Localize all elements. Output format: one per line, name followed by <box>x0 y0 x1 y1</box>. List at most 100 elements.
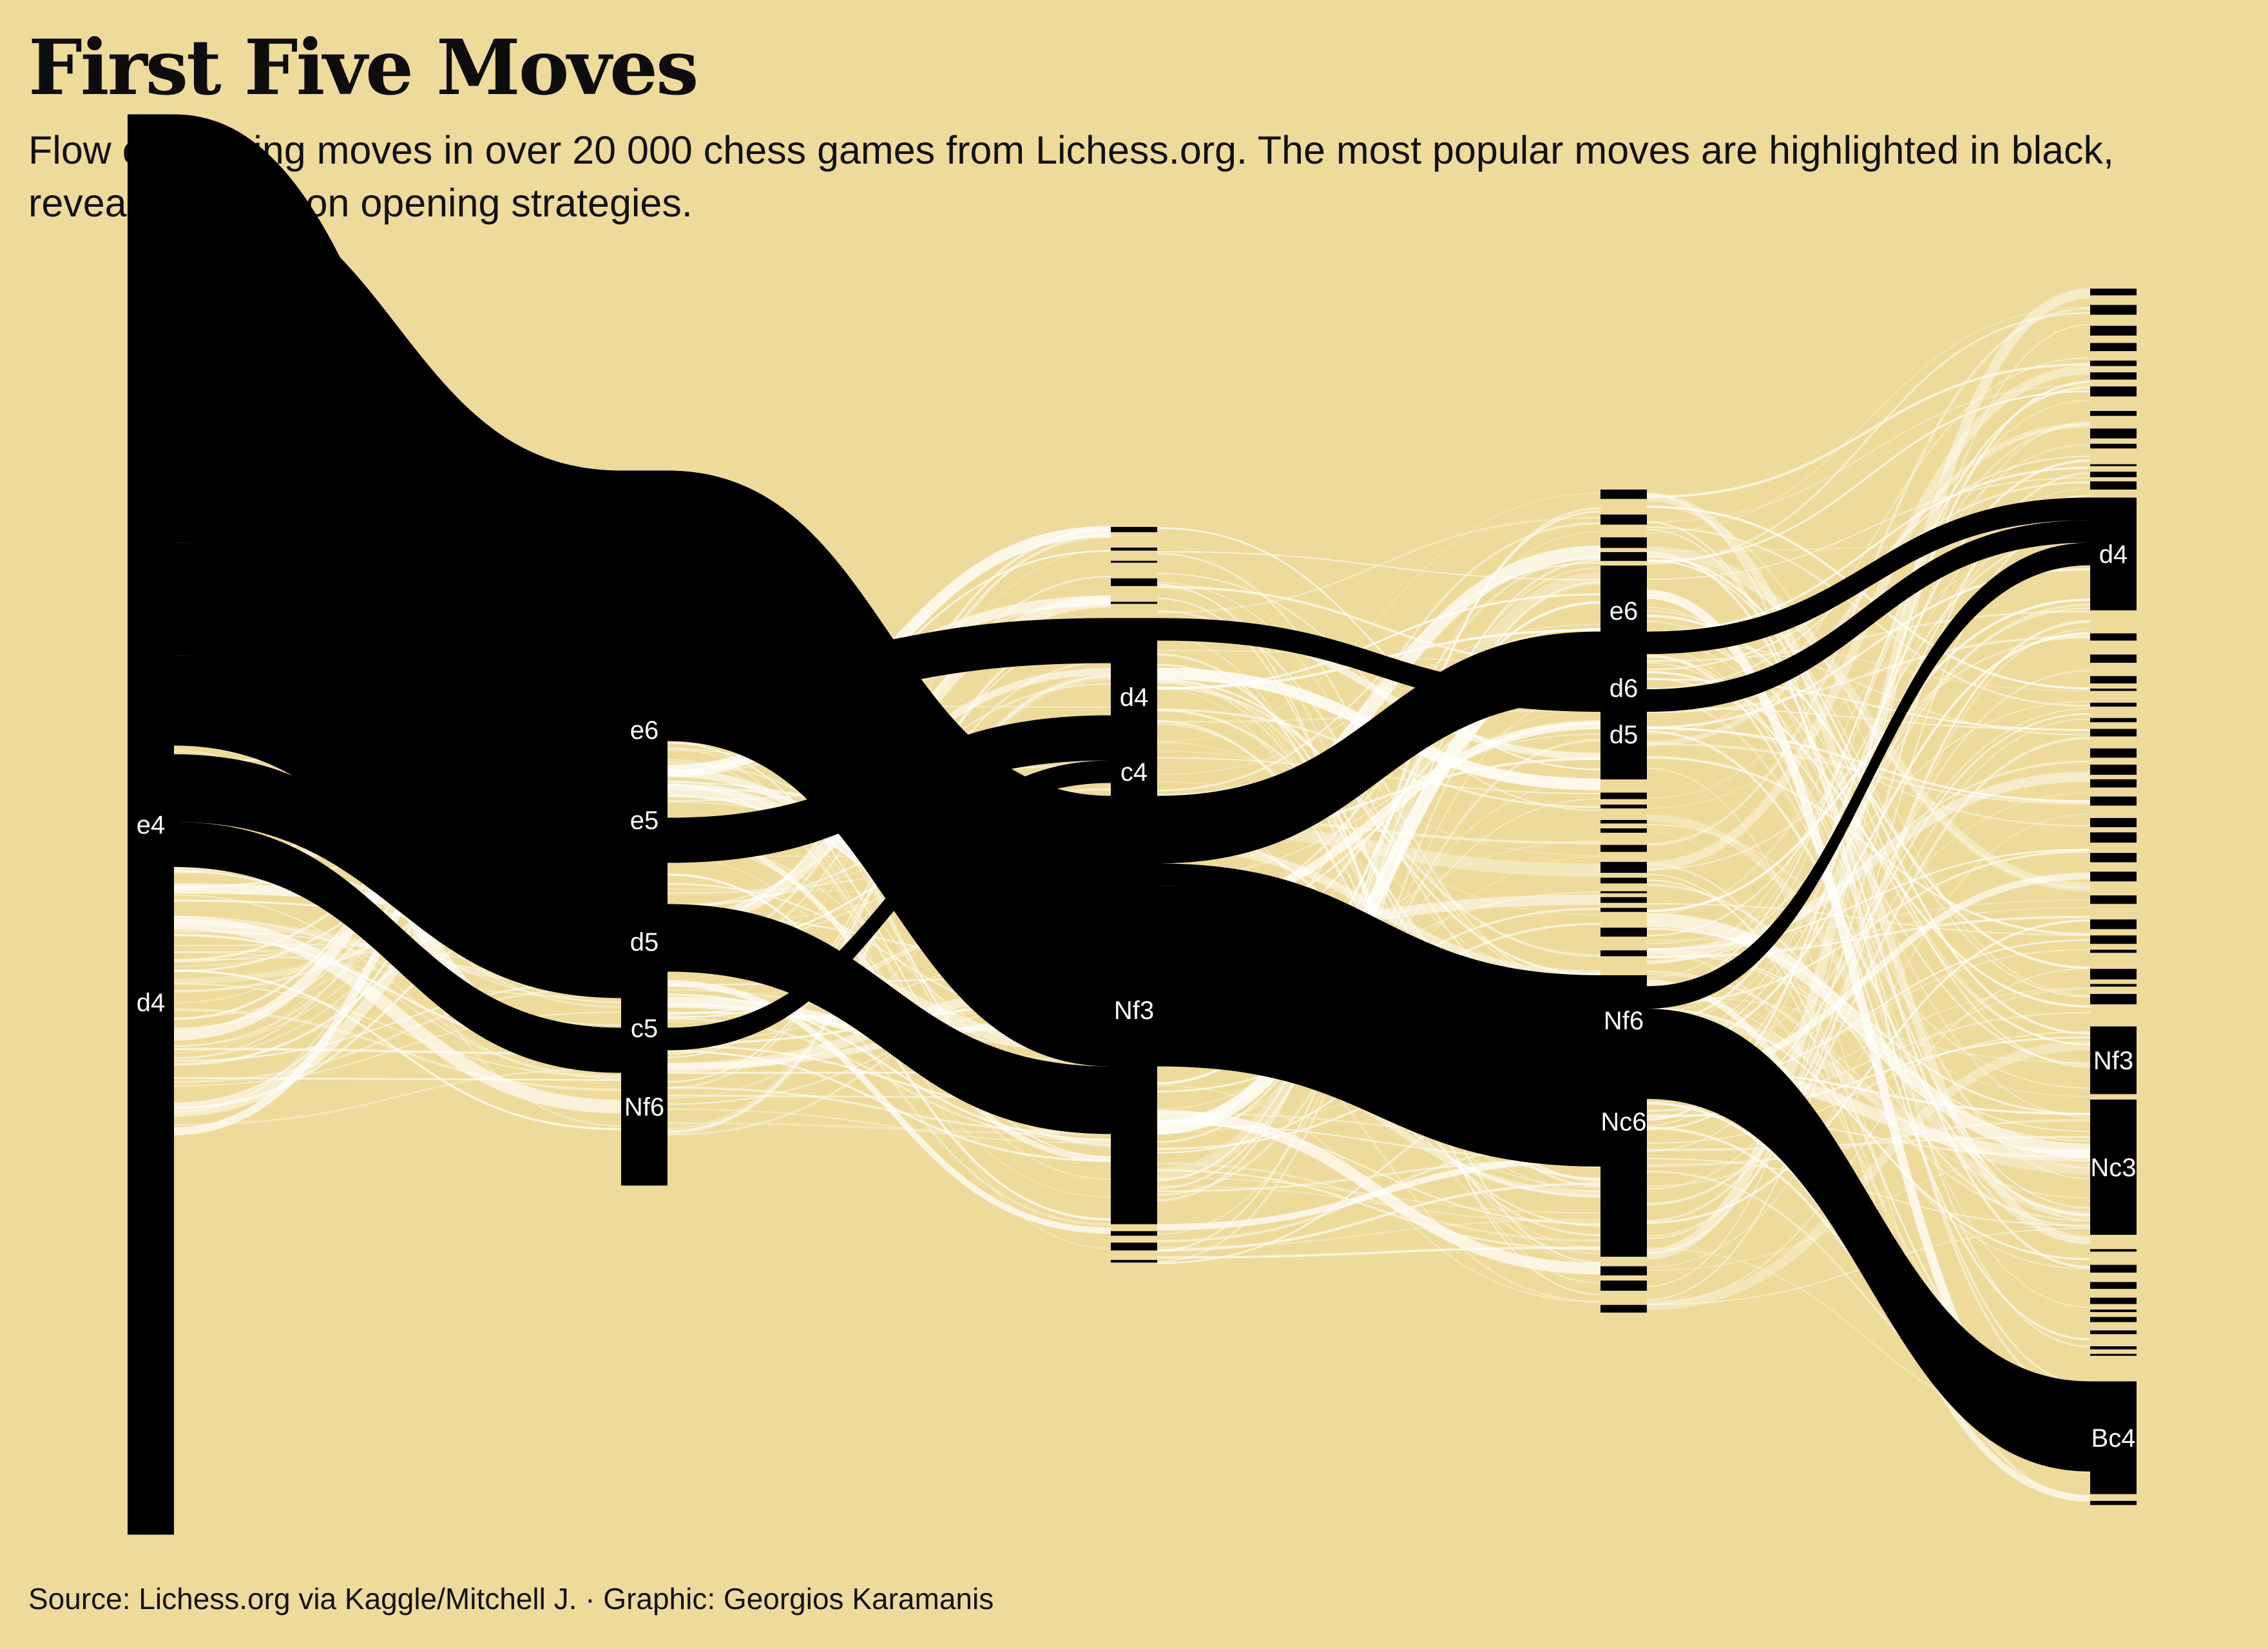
node-label-Nf6-ply4: Nf6 <box>1604 1007 1644 1035</box>
flow-other <box>1646 306 2091 533</box>
flow-highlighted-Nf3-to-Nc6 <box>1157 886 1600 1167</box>
node-labels-layer: e4 d4 e6 e5 d5 c5 Nf6 d4 c4 Nf3 e6 d6 d5 Nf6 Nc6 d4 Nf3 N… <box>137 540 2137 1453</box>
flow-other <box>1646 459 2091 1025</box>
node-minor <box>1111 548 1157 551</box>
flow-other <box>1646 907 2091 958</box>
flow-other <box>1157 527 1601 770</box>
flow-other <box>1646 515 2091 1301</box>
flow-other <box>1157 582 1601 992</box>
flow-other <box>1157 507 1601 1202</box>
node-label-Nf3-ply3: Nf3 <box>1114 996 1154 1025</box>
flow-other <box>667 759 1111 1180</box>
node-label-Nc3-ply5: Nc3 <box>2090 1154 2136 1182</box>
node-minor <box>2090 1249 2137 1252</box>
flow-other <box>1157 573 1601 812</box>
flow-other <box>1646 610 2091 662</box>
node-minor <box>1600 514 1647 525</box>
flow-other <box>173 1077 622 1081</box>
node-minor <box>2090 1501 2137 1505</box>
flow-other <box>1646 736 2091 1206</box>
node-minor <box>1600 1304 1647 1313</box>
flow-other <box>1646 638 2091 1118</box>
flow-highlighted-d6-to-d4 <box>1647 497 2090 654</box>
flow-highlighted-e4-to-d5 <box>174 542 621 931</box>
node-minor <box>1600 552 1647 561</box>
flow-other <box>1646 756 2091 936</box>
node-minor <box>2090 1330 2137 1335</box>
node-minor <box>1111 602 1157 604</box>
node-minor <box>2090 443 2137 449</box>
flow-other <box>1157 1182 1601 1252</box>
node-minor <box>1111 527 1157 533</box>
flow-other <box>1646 635 2091 714</box>
flow-other <box>1646 521 2091 1386</box>
node-Nc6-ply4 <box>1600 986 1647 1257</box>
flow-other <box>1157 562 1601 792</box>
flow-other <box>1646 814 2091 1219</box>
flow-other <box>1157 493 1601 743</box>
node-minor <box>2090 1317 2137 1322</box>
node-label-d5-ply4: d5 <box>1610 721 1639 749</box>
node-minor <box>1111 560 1157 563</box>
node-Nf3-ply5 <box>2090 1026 2137 1094</box>
flow-other <box>1646 1158 2091 1226</box>
node-minor <box>2090 1310 2137 1312</box>
flow-other <box>1646 991 2091 1270</box>
node-minor <box>1111 1231 1157 1236</box>
node-label-Nf3-ply5: Nf3 <box>2093 1047 2133 1075</box>
node-label-Bc4-ply5: Bc4 <box>2091 1424 2136 1453</box>
flow-other <box>1646 363 2091 499</box>
node-Nc3-ply5 <box>2090 1100 2137 1235</box>
flow-other <box>1646 505 2091 690</box>
node-minor <box>2090 481 2137 490</box>
flow-other <box>1646 1007 2091 1261</box>
flow-highlighted-d4-to-Nf6 <box>174 822 621 1073</box>
flow-other <box>1157 1162 1601 1242</box>
node-minor <box>2090 729 2137 737</box>
node-label-d6-ply4: d6 <box>1610 674 1639 703</box>
node-columns-layer <box>128 114 2137 1535</box>
flow-other <box>1157 1246 1601 1259</box>
node-label-d4-ply3: d4 <box>1120 683 1149 712</box>
node-minor <box>2090 718 2137 723</box>
flow-other <box>1646 357 2091 735</box>
node-minor <box>1600 928 1647 937</box>
flow-other <box>1646 477 2091 580</box>
node-Nf3-ply3 <box>1111 796 1157 1225</box>
flow-other <box>1157 1185 1601 1223</box>
flow-other <box>1646 492 2091 1244</box>
flow-other <box>1646 559 2091 1068</box>
flow-other <box>173 919 622 1077</box>
node-label-c4-ply3: c4 <box>1120 758 1148 786</box>
flow-other <box>1157 624 1601 776</box>
node-minor <box>1600 862 1647 873</box>
flow-other <box>1157 559 1601 1190</box>
flow-other <box>1646 919 2091 1224</box>
node-minor <box>1600 877 1647 884</box>
flow-other <box>1646 831 2091 1496</box>
node-label-e4-ply1: e4 <box>137 811 166 839</box>
node-minor <box>1600 950 1647 957</box>
node-minor <box>2090 832 2137 843</box>
flow-highlighted-e4-to-c5 <box>174 655 621 995</box>
flow-highlighted-d5-to-d4 <box>1647 520 2090 712</box>
node-d5-ply4 <box>1600 689 1647 779</box>
flow-highlighted-d4-to-d5 <box>174 754 621 998</box>
flow-other <box>173 969 622 1130</box>
flow-other <box>1157 733 1601 878</box>
flow-other <box>1646 466 2091 633</box>
node-minor <box>2090 633 2137 641</box>
flow-other <box>1646 399 2091 979</box>
flow-other <box>1157 750 1601 857</box>
flow-other <box>1646 1040 2091 1311</box>
node-label-d4-ply1: d4 <box>137 989 166 1017</box>
flow-other <box>1646 443 2091 916</box>
node-minor <box>2090 654 2137 663</box>
node-minor <box>2090 994 2137 1005</box>
flow-other <box>1646 598 2091 913</box>
node-minor <box>1111 1243 1157 1251</box>
node-minor <box>1600 897 1647 903</box>
node-minor <box>1600 844 1647 852</box>
node-minor <box>2090 969 2137 980</box>
